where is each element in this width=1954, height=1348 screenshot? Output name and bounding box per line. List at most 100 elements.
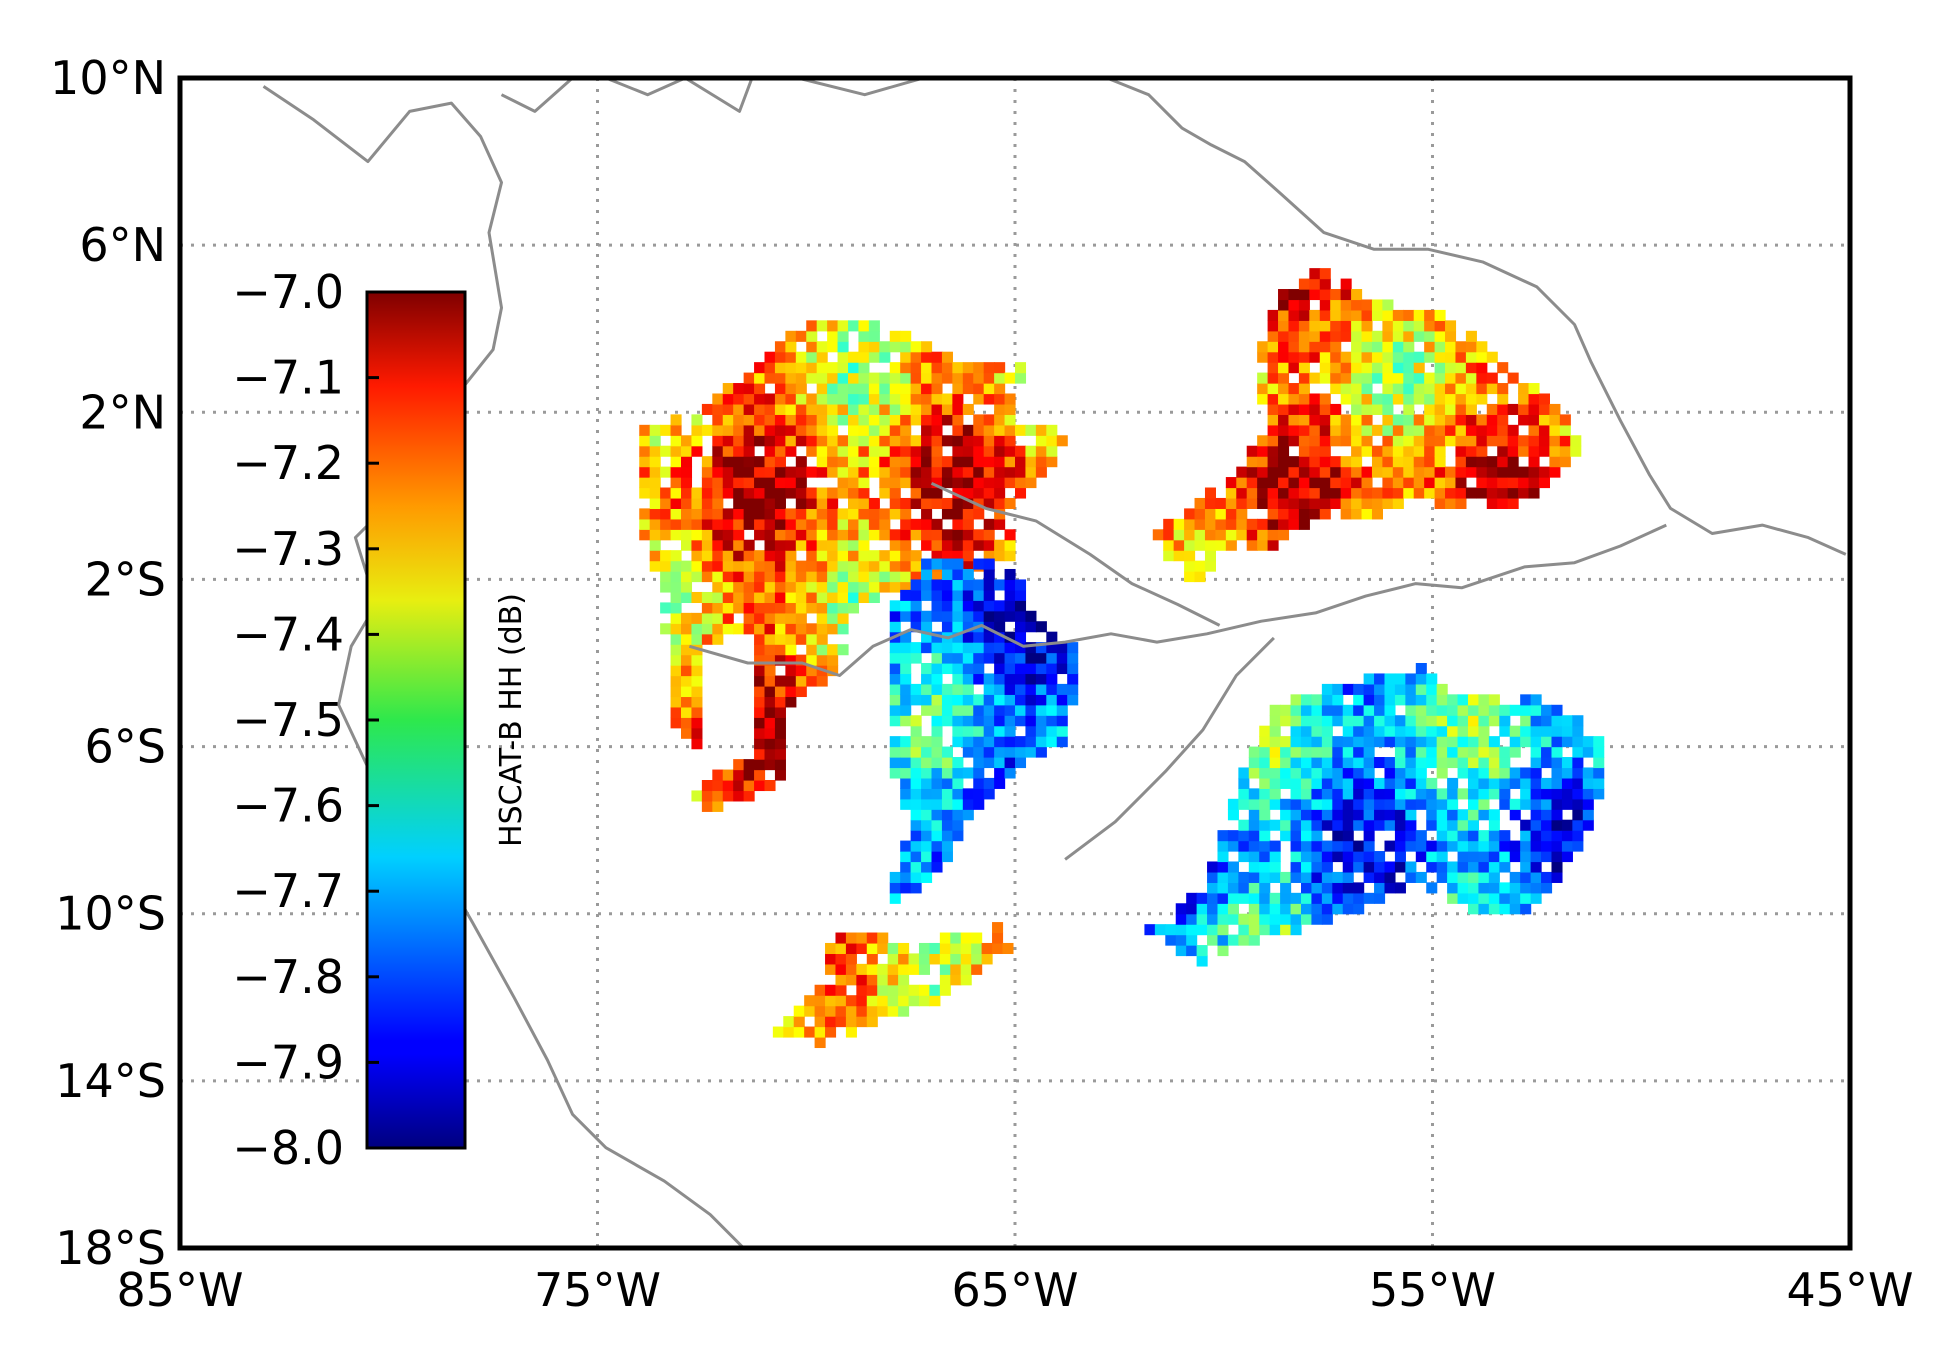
data-cell xyxy=(900,330,912,342)
data-cell xyxy=(1415,736,1427,748)
data-cell xyxy=(898,974,910,986)
data-cell xyxy=(1467,882,1480,894)
data-cell xyxy=(814,984,826,996)
data-cell xyxy=(1152,529,1164,541)
data-cell xyxy=(1530,851,1542,863)
data-cell xyxy=(1165,924,1177,936)
data-cell xyxy=(670,518,682,530)
data-cell xyxy=(1309,456,1321,468)
data-cell xyxy=(1509,777,1521,789)
data-cell xyxy=(941,652,953,664)
data-cell xyxy=(879,351,891,363)
data-cell xyxy=(962,715,974,727)
data-cell xyxy=(910,621,922,633)
data-cell xyxy=(814,995,826,1007)
data-cell xyxy=(908,984,920,996)
data-cell xyxy=(1290,840,1302,852)
data-cell xyxy=(743,571,755,583)
data-cell xyxy=(1278,341,1290,353)
data-cell xyxy=(900,477,912,489)
data-cell xyxy=(910,487,922,499)
data-cell xyxy=(889,642,901,654)
data-cell xyxy=(1278,383,1290,395)
data-cell xyxy=(952,435,964,447)
data-cell xyxy=(764,539,776,551)
data-cell xyxy=(1280,704,1292,716)
data-cell xyxy=(639,487,651,499)
data-cell xyxy=(1551,788,1563,800)
data-cell xyxy=(712,633,724,645)
data-cell xyxy=(1278,477,1290,489)
colorbar-tick-label: −7.8 xyxy=(232,950,344,1004)
data-cell xyxy=(1288,466,1300,478)
data-cell xyxy=(1300,777,1313,789)
data-cell xyxy=(1457,851,1469,863)
data-cell xyxy=(1415,704,1427,716)
data-cell xyxy=(1509,851,1521,863)
data-cell xyxy=(952,508,964,520)
data-cell xyxy=(1330,330,1342,342)
data-cell xyxy=(1549,466,1561,478)
data-cell xyxy=(681,560,693,572)
data-cell xyxy=(1447,830,1459,842)
data-cell xyxy=(921,579,933,591)
data-cell xyxy=(1488,851,1500,863)
data-cell xyxy=(1300,725,1313,737)
data-cell xyxy=(1186,892,1198,904)
data-cell xyxy=(743,435,755,447)
data-cell xyxy=(1035,725,1047,737)
data-cell xyxy=(816,403,828,415)
data-cell xyxy=(1582,798,1594,810)
data-cell xyxy=(950,974,962,986)
data-cell xyxy=(952,819,964,831)
data-cell xyxy=(764,696,776,708)
data-cell xyxy=(754,497,766,509)
data-cell xyxy=(921,497,933,509)
data-cell xyxy=(764,759,776,771)
data-cell xyxy=(785,623,797,635)
data-cell xyxy=(827,539,839,551)
data-cell xyxy=(701,780,713,792)
data-cell xyxy=(994,652,1006,664)
data-cell xyxy=(1340,497,1352,509)
data-cell xyxy=(921,736,933,748)
data-cell xyxy=(1227,861,1239,873)
data-cell xyxy=(1424,341,1436,353)
data-cell xyxy=(856,1016,868,1028)
data-cell xyxy=(722,602,734,614)
data-cell xyxy=(1204,518,1216,530)
data-cell xyxy=(774,341,786,353)
data-cell xyxy=(1497,487,1509,499)
data-cell xyxy=(1447,819,1459,831)
data-cell xyxy=(764,727,776,739)
data-cell xyxy=(691,445,703,457)
data-cell xyxy=(1530,736,1542,748)
data-cell xyxy=(1405,840,1417,852)
data-cell xyxy=(1056,736,1068,748)
data-cell xyxy=(900,840,912,852)
data-cell xyxy=(898,995,910,1007)
data-cell xyxy=(994,518,1006,530)
data-cell xyxy=(848,518,860,530)
data-cell xyxy=(733,790,745,802)
data-cell xyxy=(921,777,933,789)
data-cell xyxy=(1321,819,1333,831)
amazon-river xyxy=(688,523,1667,677)
data-cell xyxy=(1290,913,1302,925)
data-cell xyxy=(1267,445,1279,457)
data-cell xyxy=(754,435,766,447)
data-cell xyxy=(1488,777,1500,789)
data-cell xyxy=(1445,372,1457,384)
data-cell xyxy=(806,623,818,635)
data-cell xyxy=(1394,819,1406,831)
data-cell xyxy=(983,487,995,499)
data-cell xyxy=(1528,393,1540,405)
data-cell xyxy=(774,571,786,583)
data-cell xyxy=(1257,466,1269,478)
data-cell xyxy=(962,550,974,562)
data-cell xyxy=(806,518,818,530)
data-cell xyxy=(1269,924,1281,936)
data-cell xyxy=(1046,673,1058,685)
data-cell xyxy=(1488,736,1500,748)
data-cell xyxy=(1415,871,1427,883)
